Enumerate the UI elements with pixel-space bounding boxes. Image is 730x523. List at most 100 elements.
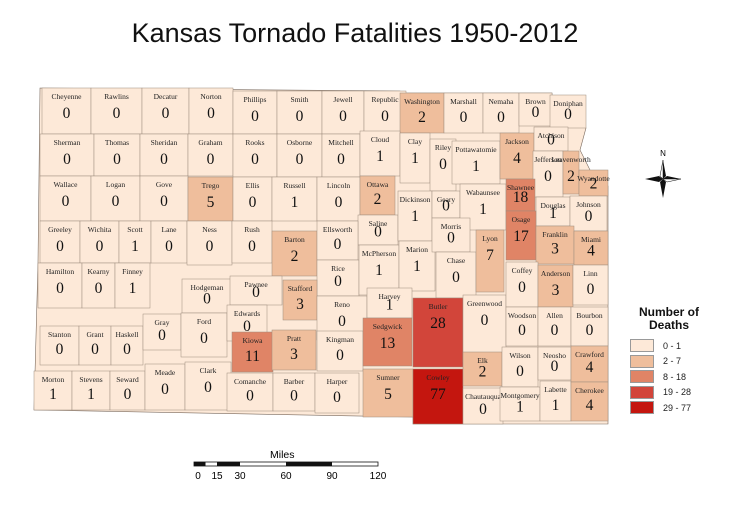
county-deaths: 7 [486, 247, 494, 264]
county-fill [451, 140, 501, 185]
county-name: Cherokee [575, 386, 604, 395]
county-name: Crawford [575, 350, 604, 359]
county-name: Marion [406, 245, 428, 254]
county-fill [186, 220, 233, 266]
county-name: Wichita [88, 225, 112, 234]
legend-label: 29 - 77 [663, 402, 692, 413]
county-fill [41, 87, 92, 135]
county-deaths: 1 [549, 205, 557, 222]
county-name: Ottawa [367, 180, 389, 189]
county-fill [316, 330, 364, 372]
county-fill [535, 196, 571, 227]
county-deaths: 2 [418, 109, 426, 126]
county-name: McPherson [362, 249, 396, 258]
county-name: Wabaunsee [466, 188, 501, 197]
county-marshall: Marshall 0 [443, 92, 484, 134]
county-deaths: 0 [585, 208, 593, 225]
county-gove: Gove 0 [139, 175, 189, 222]
county-fill [276, 133, 323, 178]
county-name: Ellsworth [323, 225, 352, 234]
county-name: Harper [327, 377, 348, 386]
compass-rose-icon: N [645, 149, 682, 198]
scale-bar-graphic [193, 461, 379, 467]
scale-tick: 0 [195, 471, 201, 482]
county-marion: Marion 1 [398, 240, 436, 292]
county-decatur: Decatur 0 [141, 87, 190, 135]
county-deaths: 0 [564, 106, 572, 123]
county-republic: Republic 0 [363, 90, 407, 135]
county-name: Greenwood [467, 299, 502, 308]
county-fill [33, 370, 73, 411]
county-sheridan: Sheridan 0 [139, 133, 189, 177]
county-name: Neosho [543, 351, 566, 360]
county-jewell: Jewell 0 [321, 90, 365, 135]
county-name: Clay [408, 137, 422, 146]
north-label: N [660, 149, 666, 158]
county-bourbon: Bourbon 0 [570, 306, 609, 347]
county-deaths: 3 [290, 346, 298, 363]
county-fill [435, 251, 477, 299]
legend-title: Number of Deaths [628, 306, 710, 332]
county-deaths: 3 [551, 240, 559, 257]
county-name: Cowley [426, 373, 450, 382]
county-rawlins: Rawlins 0 [90, 87, 143, 135]
county-sherman: Sherman 0 [39, 133, 95, 177]
county-fill [462, 294, 507, 363]
county-deaths: 4 [586, 359, 594, 376]
county-name: Montgomery [500, 391, 539, 400]
county-deaths: 0 [544, 168, 552, 185]
county-thomas: Thomas 0 [93, 133, 141, 177]
county-morton: Morton 1 [33, 370, 73, 411]
county-name: Graham [198, 138, 222, 147]
county-name: Ness [202, 225, 217, 234]
county-deaths: 0 [63, 105, 71, 122]
county-deaths: 0 [296, 151, 304, 168]
county-name: Rush [244, 225, 260, 234]
county-deaths: 0 [56, 280, 64, 297]
county-deaths: 0 [296, 108, 304, 125]
legend-label: 19 - 28 [663, 387, 692, 398]
county-deaths: 0 [204, 379, 212, 396]
county-name: Stafford [288, 284, 313, 293]
county-deaths: 0 [248, 238, 256, 255]
county-name: Butler [429, 302, 448, 311]
county-fill [535, 225, 575, 265]
county-fill [412, 297, 464, 368]
county-deaths: 0 [551, 358, 559, 375]
county-fill [316, 220, 359, 261]
county-deaths: 0 [160, 151, 168, 168]
county-deaths: 0 [334, 236, 342, 253]
county-lane: Lane 0 [150, 220, 188, 264]
county-name: Lyon [482, 234, 498, 243]
county-deaths: 1 [472, 158, 480, 175]
county-deaths: 0 [338, 313, 346, 330]
county-scott: Scott 1 [118, 220, 152, 264]
county-deaths: 5 [384, 386, 392, 403]
county-seward: Seward 0 [109, 370, 146, 411]
county-fill [282, 279, 318, 321]
county-fill [139, 133, 189, 177]
scale-units: Miles [270, 449, 295, 461]
county-deaths: 1 [49, 386, 57, 403]
county-fill [505, 306, 539, 347]
county-deaths: 18 [513, 189, 529, 206]
county-fill [39, 133, 95, 177]
county-deaths: 0 [516, 363, 524, 380]
county-deaths: 0 [439, 156, 447, 173]
county-fill [363, 90, 407, 135]
county-name: Gray [155, 318, 170, 327]
north-arrow: N [645, 148, 682, 198]
scale-tick: 90 [326, 471, 338, 482]
county-fill [187, 176, 234, 222]
county-name: Johnson [576, 200, 601, 209]
county-deaths: 77 [430, 386, 446, 403]
county-fill [37, 262, 83, 309]
county-deaths: 1 [386, 297, 394, 314]
legend-label: 2 - 7 [663, 356, 682, 367]
